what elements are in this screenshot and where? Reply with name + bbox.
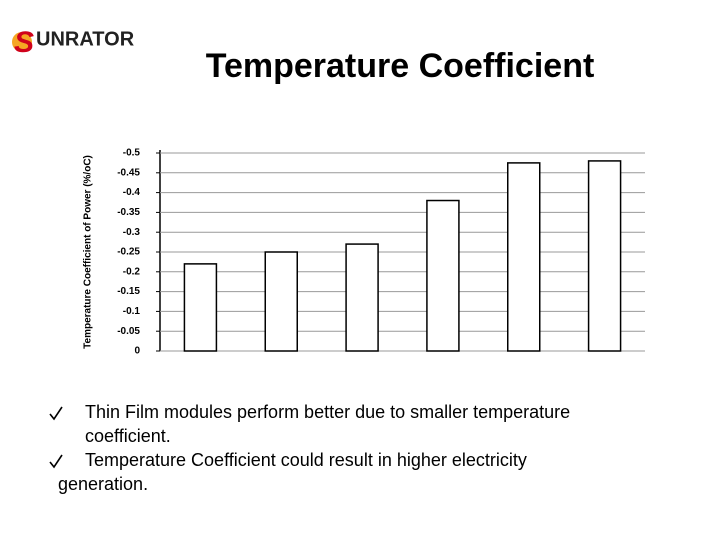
y-tick-label: -0.2: [123, 266, 141, 277]
y-tick-label: -0.5: [123, 148, 141, 159]
y-tick-label: 0: [134, 346, 140, 357]
logo-initial: S: [14, 26, 34, 59]
y-tick-label: -0.45: [117, 167, 140, 178]
y-tick-label: -0.1: [123, 306, 141, 317]
y-axis-label: Temperature Coefficient of Power (%/oC): [83, 155, 94, 349]
y-tick-label: -0.05: [117, 326, 140, 337]
logo: S UNRATOR: [12, 26, 135, 59]
y-tick-label: -0.35: [117, 207, 140, 218]
y-tick-label: -0.3: [123, 227, 141, 238]
bar: [587, 160, 622, 352]
y-tick-label: -0.25: [117, 247, 140, 258]
y-tick-label: -0.15: [117, 286, 140, 297]
logo-name: UNRATOR: [36, 28, 135, 50]
y-tick-label: -0.4: [123, 187, 141, 198]
logo-sun: [12, 32, 32, 52]
check: [49, 406, 63, 421]
bar: [183, 263, 218, 352]
bullet: Temperature Coefficient could result in …: [58, 450, 527, 494]
bullet: Thin Film modules perform better due to …: [85, 402, 571, 446]
bar: [264, 251, 298, 352]
chart-title: Temperature Coefficient: [206, 47, 595, 85]
check: [49, 454, 63, 469]
bar: [345, 243, 379, 352]
bar: [507, 162, 541, 352]
bar: [426, 199, 460, 352]
